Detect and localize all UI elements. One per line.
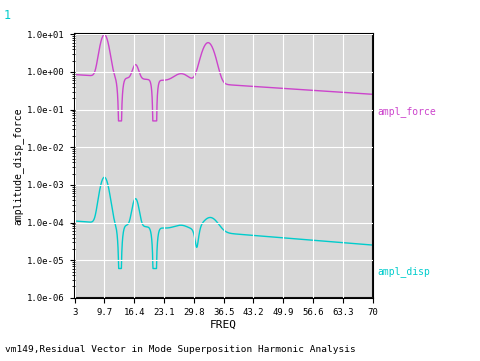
Text: ampl_force: ampl_force: [376, 106, 435, 117]
Y-axis label: amplitude_disp_force: amplitude_disp_force: [12, 107, 23, 225]
Text: 1: 1: [4, 9, 11, 22]
X-axis label: FREQ: FREQ: [210, 319, 237, 329]
Text: vm149,Residual Vector in Mode Superposition Harmonic Analysis: vm149,Residual Vector in Mode Superposit…: [5, 345, 355, 354]
Text: ampl_disp: ampl_disp: [376, 266, 429, 277]
